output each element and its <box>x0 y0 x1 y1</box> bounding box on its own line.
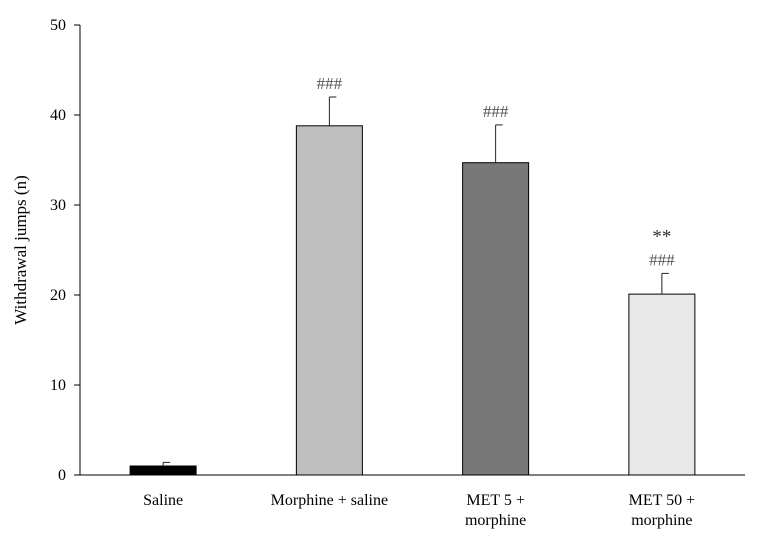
category-label: MET 5 + morphine <box>465 492 526 529</box>
y-tick-label: 50 <box>50 17 66 34</box>
significance-hashes: ### <box>483 102 509 121</box>
bars <box>129 96 696 476</box>
y-axis: 0 10 20 30 40 50 <box>50 17 81 484</box>
significance-hashes: ### <box>317 74 343 93</box>
category-label: Saline <box>143 492 183 509</box>
significance-annotations: ### ### ** ### <box>317 74 676 269</box>
y-tick-label: 10 <box>50 377 66 394</box>
y-tick-label: 40 <box>50 107 66 124</box>
bar <box>628 293 696 476</box>
category-label: Morphine + saline <box>271 492 388 509</box>
category-label: MET 50 + morphine <box>629 492 696 529</box>
y-tick-label: 30 <box>50 197 66 214</box>
bar <box>295 125 363 476</box>
significance-hashes: ### <box>649 250 675 269</box>
y-tick-label: 20 <box>50 287 66 304</box>
bar <box>462 162 530 476</box>
bar <box>129 465 197 476</box>
y-axis-title: Withdrawal jumps (n) <box>11 175 30 324</box>
significance-stars: ** <box>652 226 671 247</box>
y-tick-label: 0 <box>58 467 66 484</box>
category-labels: Saline Morphine + saline MET 5 + morphine ME… <box>143 492 695 529</box>
